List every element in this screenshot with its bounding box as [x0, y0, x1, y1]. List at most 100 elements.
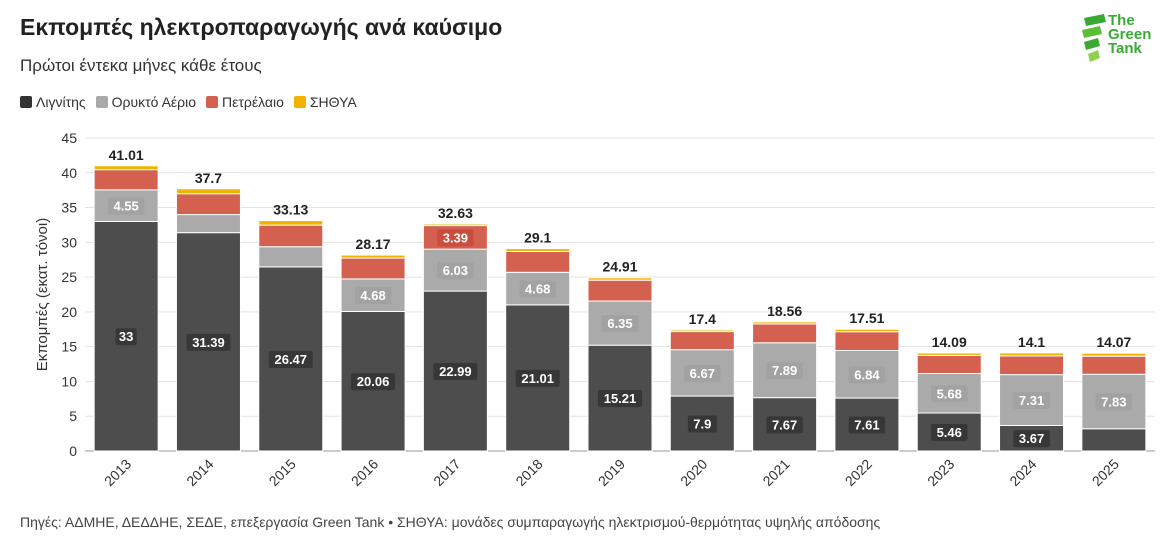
- data-label: 33: [119, 329, 133, 344]
- data-label-bg: [515, 369, 560, 387]
- data-label: 6.03: [443, 263, 468, 278]
- y-tick-label: 15: [61, 339, 77, 355]
- data-label-bg: [931, 385, 968, 403]
- legend-label-oil: Πετρέλαιο: [222, 94, 284, 110]
- logo-mark-icon: [1082, 14, 1106, 62]
- total-label: 37.7: [195, 170, 222, 186]
- bar-segment: [505, 250, 571, 273]
- data-label-bg: [437, 262, 474, 280]
- data-label-bg: [351, 373, 396, 391]
- data-label: 5.46: [937, 425, 962, 440]
- bar-segment: [999, 352, 1065, 357]
- data-label: 6.67: [690, 366, 715, 381]
- legend-item-chp: ΣΗΘΥΑ: [293, 94, 357, 110]
- y-axis-label: Εκπομπές (εκατ. τόνοι): [34, 218, 51, 371]
- total-label: 28.17: [356, 236, 391, 252]
- total-label: 14.09: [932, 334, 967, 350]
- bar-segment: [1081, 428, 1147, 452]
- bar-segment: [1081, 352, 1147, 357]
- data-label-bg: [1013, 392, 1050, 410]
- legend-swatch-chp: [293, 96, 306, 108]
- green-tank-logo: The Green Tank: [1080, 12, 1162, 72]
- x-tick-label: 2014: [183, 456, 216, 489]
- bar-segment: [422, 223, 488, 227]
- y-tick-label: 20: [61, 304, 77, 320]
- data-label-bg: [687, 415, 717, 433]
- logo-line-1: The: [1108, 12, 1135, 29]
- total-label: 29.1: [524, 230, 551, 246]
- y-tick-label: 35: [61, 200, 77, 216]
- data-label-bg: [519, 280, 556, 298]
- total-label: 18.56: [767, 303, 802, 319]
- data-label: 4.68: [360, 288, 385, 303]
- legend-label-chp: ΣΗΘΥΑ: [309, 94, 357, 110]
- data-label-bg: [601, 315, 639, 333]
- bar-segment: [669, 329, 735, 333]
- bar-segment: [258, 246, 324, 268]
- bar-segment: [175, 193, 241, 216]
- data-label: 4.55: [113, 199, 138, 214]
- data-label-bg: [931, 424, 968, 442]
- logo-line-2: Green: [1108, 26, 1152, 43]
- data-label-bg: [107, 197, 145, 215]
- bar-segment: [587, 279, 653, 302]
- data-label: 7.67: [772, 417, 797, 432]
- data-label: 6.84: [854, 367, 880, 382]
- y-tick-label: 10: [61, 373, 77, 389]
- total-label: 24.91: [602, 259, 637, 275]
- bar-segment: [916, 352, 982, 356]
- x-tick-label: 2023: [924, 456, 957, 489]
- y-tick-label: 25: [61, 269, 77, 285]
- bar-segment: [834, 331, 900, 351]
- bar-segment: [916, 354, 982, 375]
- data-label: 7.9: [693, 417, 711, 432]
- data-label-bg: [1095, 393, 1133, 411]
- legend-item-lignite: Λιγνίτης: [20, 94, 86, 110]
- source-note: Πηγές: ΑΔΜΗΕ, ΔΕΔΔΗΕ, ΣΕΔΕ, επεξεργασία …: [20, 514, 881, 530]
- bar-segment: [669, 331, 735, 351]
- y-tick-label: 40: [61, 165, 77, 181]
- data-label-bg: [848, 416, 886, 434]
- logo-line-3: Tank: [1108, 40, 1142, 57]
- x-tick-label: 2018: [512, 456, 545, 489]
- bar-segment: [834, 328, 900, 333]
- data-label: 3.39: [443, 230, 468, 245]
- data-label-bg: [684, 364, 721, 382]
- data-label: 7.31: [1019, 393, 1044, 408]
- total-label: 17.51: [849, 310, 884, 326]
- data-label-bg: [433, 363, 478, 381]
- bar-segment: [752, 321, 818, 325]
- legend-item-gas: Ορυκτό Αέριο: [95, 94, 197, 110]
- x-tick-label: 2017: [430, 456, 463, 489]
- x-tick-label: 2024: [1006, 456, 1039, 489]
- legend-label-lignite: Λιγνίτης: [36, 94, 86, 110]
- x-tick-label: 2021: [759, 456, 792, 489]
- chart-legend: Λιγνίτης Ορυκτό Αέριο Πετρέλαιο ΣΗΘΥΑ: [20, 94, 357, 110]
- x-tick-label: 2022: [842, 456, 875, 489]
- bar-segment: [999, 355, 1065, 376]
- total-label: 33.13: [273, 202, 308, 218]
- data-label-bg: [354, 287, 392, 305]
- logo-text: The Green Tank: [1108, 12, 1152, 57]
- data-label-bg: [598, 390, 642, 408]
- x-tick-label: 2013: [101, 456, 134, 489]
- total-label: 41.01: [109, 147, 144, 163]
- legend-swatch-gas: [95, 96, 108, 108]
- y-tick-label: 5: [69, 408, 77, 424]
- x-tick-label: 2020: [677, 456, 710, 489]
- bar-segment: [505, 248, 571, 252]
- data-label-bg: [848, 366, 886, 384]
- bar-segment: [258, 224, 324, 248]
- data-label: 3.67: [1019, 431, 1044, 446]
- bar-segment: [175, 188, 241, 195]
- data-label: 6.35: [607, 316, 632, 331]
- data-label-bg: [766, 362, 803, 380]
- bar-segment: [587, 277, 653, 281]
- total-label: 14.07: [1096, 334, 1131, 350]
- bar-segment: [340, 254, 406, 259]
- data-label-bg: [115, 328, 137, 346]
- data-label: 7.61: [854, 418, 879, 433]
- legend-label-gas: Ορυκτό Αέριο: [111, 94, 197, 110]
- chart-subtitle: Πρώτοι έντεκα μήνες κάθε έτους: [20, 56, 262, 75]
